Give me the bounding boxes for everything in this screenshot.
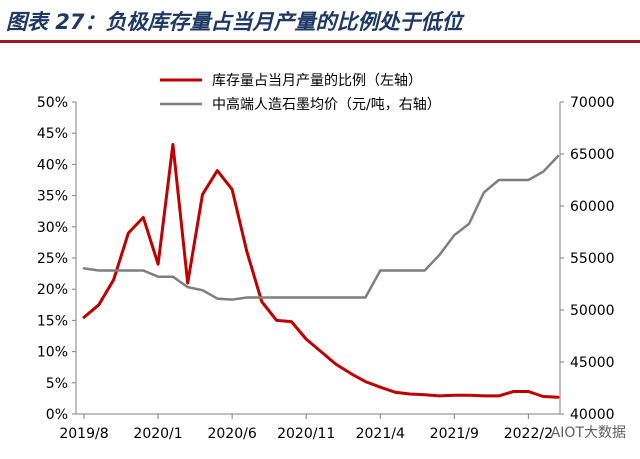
y-left-tick-label: 25% [37, 251, 68, 267]
y-right-tick-label: 60000 [570, 199, 615, 215]
y-right-tick-label: 40000 [570, 407, 615, 423]
x-tick-label: 2021/4 [356, 426, 405, 442]
y-right-tick-label: 65000 [570, 147, 615, 163]
y-right-tick-label: 55000 [570, 251, 615, 267]
watermark: AIOT大数据 [550, 425, 626, 441]
y-left-tick-label: 30% [37, 220, 68, 236]
y-right-tick-label: 70000 [570, 95, 615, 111]
x-tick-label: 2020/6 [207, 426, 256, 442]
y-left-tick-label: 10% [37, 345, 68, 361]
legend-label: 库存量占当月产量的比例（左轴） [212, 73, 422, 89]
x-tick-label: 2020/11 [277, 426, 335, 442]
y-left-tick-label: 40% [37, 157, 68, 173]
x-tick-label: 2020/1 [133, 426, 182, 442]
y-left-tick-label: 35% [37, 189, 68, 205]
y-left-tick-label: 5% [46, 376, 68, 392]
y-right-tick-label: 50000 [570, 303, 615, 319]
y-left-tick-label: 20% [37, 282, 68, 298]
y-left-tick-label: 50% [37, 95, 68, 111]
legend-label: 中高端人造石墨均价（元/吨，右轴） [212, 96, 441, 113]
chart-title: 图表 27：负极库存量占当月产量的比例处于低位 [6, 10, 463, 34]
series-layer [82, 142, 560, 399]
legend: 库存量占当月产量的比例（左轴） 中高端人造石墨均价（元/吨，右轴） [160, 73, 441, 113]
title-rule [0, 40, 640, 43]
x-tick-label: 2022/2 [504, 426, 553, 442]
y-left-tick-label: 15% [37, 313, 68, 329]
x-tick-label: 2021/9 [430, 426, 479, 442]
x-tick-label: 2019/8 [59, 426, 108, 442]
y-left-tick-label: 45% [37, 126, 68, 142]
series-line-inventory-ratio [82, 142, 560, 399]
series-line-graphite-price [82, 154, 560, 301]
y-right-tick-label: 45000 [570, 355, 615, 371]
y-left-tick-label: 0% [46, 407, 68, 423]
axes: 0% 5% 10% 15% 20% 25% 30% 35% 40% 45% 50% 40000 4500… [37, 95, 615, 442]
